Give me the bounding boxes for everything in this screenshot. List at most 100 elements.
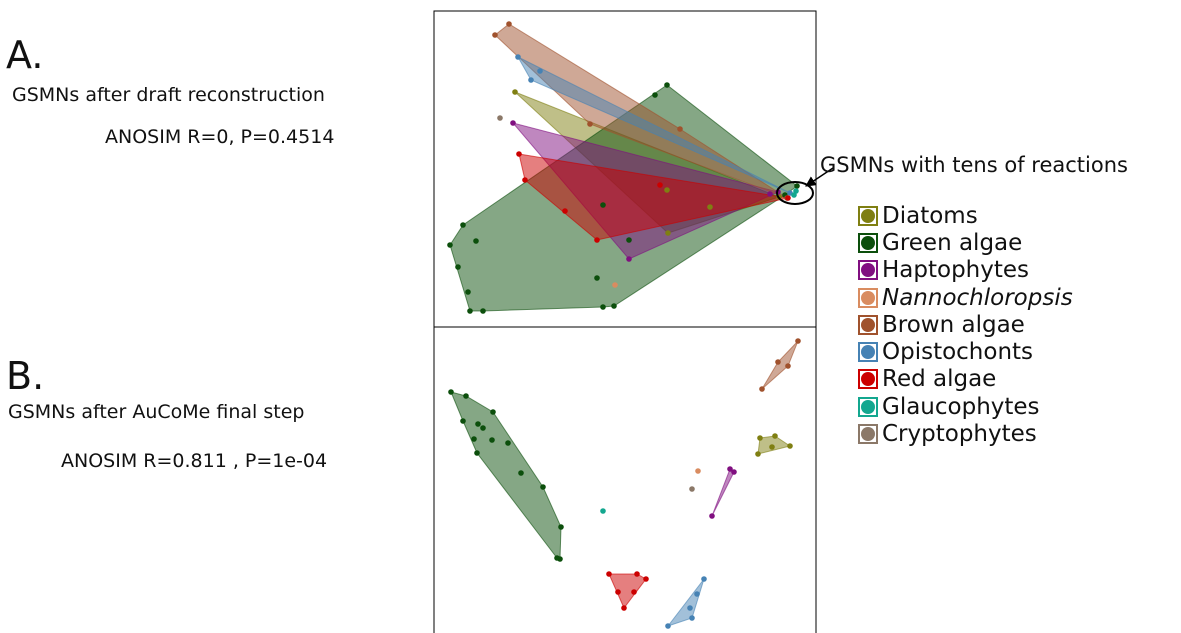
annotation-circle [776,181,814,205]
opistochonts-point [687,605,693,611]
green-algae-point [600,304,606,310]
diatoms-point [755,451,761,457]
cryptophytes-point [497,115,503,121]
panel-a-title: GSMNs after draft reconstruction [12,84,325,106]
brown-algae-point [775,359,781,365]
red-algae-point [657,182,663,188]
green-algae-point [611,303,617,309]
legend-swatch [858,369,878,389]
green-algae-point [474,450,480,456]
red-algae-point [594,237,600,243]
opistochonts-point [665,623,671,629]
green-algae-point [455,264,461,270]
red-algae-point [562,208,568,214]
legend-label: Nannochloropsis [882,285,1073,311]
legend-swatch [858,260,878,280]
legend-dot [861,318,875,332]
legend-dot [861,209,875,223]
legend-item-nannochloropsis: Nannochloropsis [858,285,1073,311]
green-algae-point [480,425,486,431]
green-algae-point [460,418,466,424]
brown-algae-point [795,338,801,344]
brown-algae-point [677,126,683,132]
legend-dot [861,400,875,414]
haptophytes-point [626,256,632,262]
red-algae-point [522,177,528,183]
legend-item-cryptophytes: Cryptophytes [858,421,1037,447]
red-algae-point [606,571,612,577]
legend-dot [861,372,875,386]
opistochonts-point [528,77,534,83]
legend-label: Green algae [882,230,1023,256]
legend-swatch [858,315,878,335]
brown-algae-point [506,21,512,27]
red-algae-point [785,195,791,201]
legend-dot [861,263,875,277]
nannochloropsis-point [695,468,701,474]
green-algae-point [489,437,495,443]
diatoms-point [707,204,713,210]
legend-dot [861,345,875,359]
brown-algae-point [492,32,498,38]
green-algae-point [505,440,511,446]
legend-label: Brown algae [882,312,1025,338]
legend-swatch [858,233,878,253]
opistochonts-point [694,591,700,597]
red-algae-point [643,576,649,582]
legend-label: Glaucophytes [882,394,1040,420]
green-algae-point [794,183,800,189]
legend-dot [861,427,875,441]
panel-b-title: GSMNs after AuCoMe final step [8,401,305,423]
nannochloropsis-point [612,282,618,288]
glaucophytes-point [600,508,606,514]
green-algae-point [463,393,469,399]
legend-item-glaucophytes: Glaucophytes [858,394,1040,420]
diatoms-point [512,89,518,95]
opistochonts-hull [666,578,705,627]
green-algae-point [652,92,658,98]
brown-algae-point [759,386,765,392]
legend-item-opistochonts: Opistochonts [858,339,1033,365]
diatoms-point [772,433,778,439]
legend-swatch [858,206,878,226]
haptophytes-hull [711,468,735,517]
legend-item-brown-algae: Brown algae [858,312,1025,338]
red-algae-hull [608,573,647,609]
diatoms-point [664,187,670,193]
legend-swatch [858,342,878,362]
green-algae-point [626,237,632,243]
panel-b-letter: B. [6,354,45,398]
green-algae-point [465,289,471,295]
green-algae-point [480,308,486,314]
brown-algae-point [785,363,791,369]
annotation-arrow [805,167,834,187]
diatoms-point [769,444,775,450]
brown-algae-hull [761,340,799,390]
green-algae-hull [450,391,562,560]
haptophytes-point [510,120,516,126]
panel-a-plot [447,21,800,314]
legend-label: Cryptophytes [882,421,1037,447]
legend-item-green-algae: Green algae [858,230,1022,256]
red-algae-point [615,589,621,595]
legend-label: Haptophytes [882,257,1030,283]
legend-swatch [858,288,878,308]
panel-b-plot [448,338,801,629]
legend-dot [861,291,875,305]
diatoms-point [787,443,793,449]
green-algae-point [467,308,473,314]
red-algae-point [516,151,522,157]
legend-swatch [858,424,878,444]
green-algae-point [471,436,477,442]
haptophytes-point [709,513,715,519]
green-algae-point [490,409,496,415]
green-algae-point [447,242,453,248]
opistochonts-point [689,615,695,621]
panel-a-letter: A. [6,33,44,77]
green-algae-point [475,421,481,427]
legend-label: Opistochonts [882,339,1034,365]
opistochonts-point [515,54,521,60]
legend-item-diatoms: Diatoms [858,203,978,229]
haptophytes-point [731,469,737,475]
